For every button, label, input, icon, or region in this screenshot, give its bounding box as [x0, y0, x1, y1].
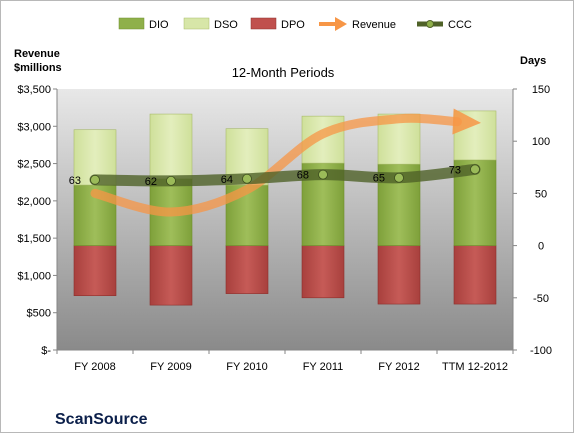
legend-item-dso: DSO — [183, 17, 238, 31]
legend-item-dio: DIO — [118, 17, 169, 31]
bar-dpo-fy-2011 — [301, 245, 345, 299]
ccc-point-fy-2009 — [166, 175, 176, 186]
revenue-arrowhead — [452, 108, 481, 135]
legend-swatch-dio — [118, 17, 145, 30]
ccc-line — [89, 163, 481, 187]
ccc-data-label-fy-2009: 62 — [145, 176, 157, 188]
ccc-point-fy-2008 — [90, 174, 100, 185]
right-tick-label: -100 — [530, 345, 552, 357]
legend-item-dpo: DPO — [250, 17, 305, 31]
company-name: ScanSource — [55, 411, 148, 428]
legend-arrow-revenue — [335, 17, 347, 31]
x-tick-label-fy-2011: FY 2011 — [303, 361, 344, 373]
ccc-data-label-ttm-12-2012: 73 — [449, 164, 461, 176]
legend-item-revenue: Revenue — [319, 17, 396, 31]
bar-dpo-ttm-12-2012 — [453, 245, 497, 305]
ccc-data-label-fy-2008: 63 — [69, 175, 81, 187]
bar-dpo-fy-2009 — [149, 245, 193, 306]
ccc-point-fy-2012 — [394, 172, 404, 183]
chart-title: 12-Month Periods — [232, 65, 335, 80]
ccc-data-label-fy-2010: 64 — [221, 174, 233, 186]
bar-dpo-fy-2012 — [377, 245, 421, 305]
legend-label-revenue: Revenue — [352, 19, 396, 31]
x-tick-label-fy-2012: FY 2012 — [378, 361, 419, 373]
x-tick-label-fy-2010: FY 2010 — [226, 361, 267, 373]
legend-swatch-dso — [183, 17, 210, 30]
bar-dpo-fy-2008 — [73, 245, 117, 297]
x-tick-label-fy-2008: FY 2008 — [74, 361, 115, 373]
legend-label-dpo: DPO — [281, 19, 305, 31]
revenue-line — [90, 113, 462, 217]
legend-label-dio: DIO — [149, 19, 169, 31]
right-tick-label: 0 — [538, 241, 544, 253]
x-tick-label-fy-2009: FY 2009 — [150, 361, 191, 373]
right-tick-label: 50 — [535, 188, 547, 200]
left-tick-label: $2,000 — [17, 196, 51, 208]
right-tick-label: -50 — [533, 293, 549, 305]
legend: DIO DSO DPO Revenue CCC — [118, 17, 472, 31]
revenue-layer — [90, 108, 481, 217]
ccc-layer: 63 62 64 68 65 73 — [69, 163, 481, 188]
ccc-point-fy-2011 — [318, 169, 328, 180]
left-tick-label: $2,500 — [17, 159, 51, 171]
legend-marker-ccc — [426, 20, 434, 28]
axes-layer: $- $500 $1,000 $1,500 $2,000 $2,500 $3,000 $3,5… — [17, 84, 552, 373]
legend-item-ccc: CCC — [417, 19, 472, 31]
legend-label-dso: DSO — [214, 19, 238, 31]
left-axis-title-line-2: $millions — [14, 62, 62, 74]
right-axis-title: Days — [520, 55, 546, 67]
left-tick-label: $1,500 — [17, 233, 51, 245]
left-tick-label: $3,000 — [17, 121, 51, 133]
right-tick-label: 100 — [532, 136, 550, 148]
bar-dso-fy-2009 — [149, 113, 193, 180]
ccc-point-ttm-12-2012 — [470, 164, 480, 175]
right-tick-label: 150 — [532, 84, 550, 96]
left-tick-label: $- — [41, 345, 51, 357]
bar-dpo-fy-2010 — [225, 245, 269, 294]
x-tick-label-ttm-12-2012: TTM 12-2012 — [442, 361, 508, 373]
left-tick-label: $3,500 — [17, 84, 51, 96]
left-tick-label: $1,000 — [17, 270, 51, 282]
left-tick-label: $500 — [27, 308, 51, 320]
plot-area — [57, 89, 513, 350]
legend-label-ccc: CCC — [448, 19, 472, 31]
ccc-data-label-fy-2012: 65 — [373, 173, 385, 185]
ccc-data-label-fy-2011: 68 — [297, 170, 309, 182]
ccc-point-fy-2010 — [242, 173, 252, 184]
left-axis-title-line-1: Revenue — [14, 48, 60, 60]
legend-swatch-dpo — [250, 17, 277, 30]
